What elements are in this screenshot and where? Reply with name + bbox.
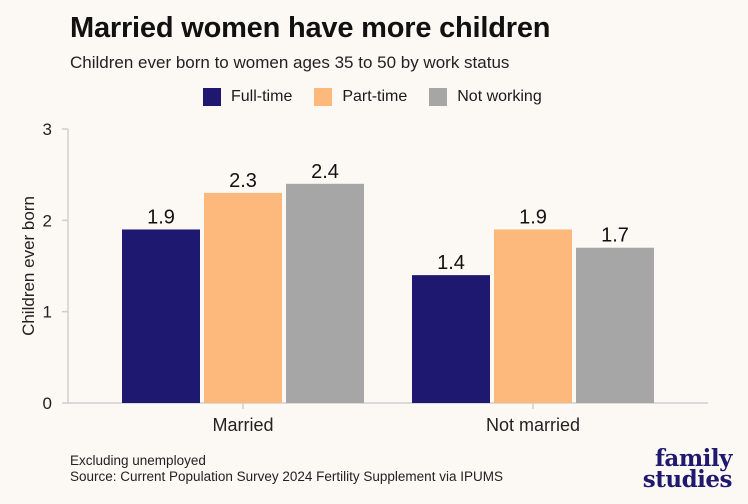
family-studies-logo: family studies <box>642 445 733 493</box>
chart-title: Married women have more children <box>70 12 551 44</box>
data-label: 1.7 <box>601 225 629 247</box>
footnote-source: Source: Current Population Survey 2024 F… <box>70 469 503 484</box>
y-tick-label: 2 <box>43 211 52 230</box>
data-label: 1.4 <box>437 252 465 274</box>
data-label: 1.9 <box>519 206 547 228</box>
bar-full-time <box>412 275 490 403</box>
y-tick-label: 0 <box>43 394 52 413</box>
chart-subtitle: Children ever born to women ages 35 to 5… <box>70 53 510 72</box>
footnote: Excluding unemployed Source: Current Pop… <box>70 453 503 485</box>
legend-item-full-time: Full-time <box>203 88 292 106</box>
legend-item-not-working: Not working <box>429 88 542 106</box>
legend-item-part-time: Part-time <box>314 88 407 106</box>
legend-swatch-full-time <box>203 88 221 106</box>
bar-part-time <box>204 192 282 403</box>
legend-label-full-time: Full-time <box>231 88 293 105</box>
legend-label-part-time: Part-time <box>342 88 408 105</box>
footnote-note: Excluding unemployed <box>70 453 206 468</box>
x-tick-label: Not married <box>486 415 580 435</box>
data-label: 2.3 <box>229 170 257 192</box>
x-tick-label: Married <box>212 415 273 435</box>
data-label: 2.4 <box>311 161 339 183</box>
y-axis-label: Children ever born <box>19 196 38 336</box>
y-tick-label: 1 <box>43 303 52 322</box>
bar-part-time <box>494 229 572 403</box>
logo-line-family: family <box>655 445 732 472</box>
logo-line-studies: studies <box>642 466 733 493</box>
legend: Full-time Part-time Not working <box>203 86 564 108</box>
y-tick-label: 3 <box>43 120 52 139</box>
legend-swatch-part-time <box>314 88 333 106</box>
bar-not-working <box>286 183 364 403</box>
data-label: 1.9 <box>147 206 175 228</box>
legend-swatch-not-working <box>429 88 448 106</box>
bar-not-working <box>576 247 654 403</box>
bar-full-time <box>122 229 200 403</box>
legend-label-not-working: Not working <box>457 88 542 105</box>
